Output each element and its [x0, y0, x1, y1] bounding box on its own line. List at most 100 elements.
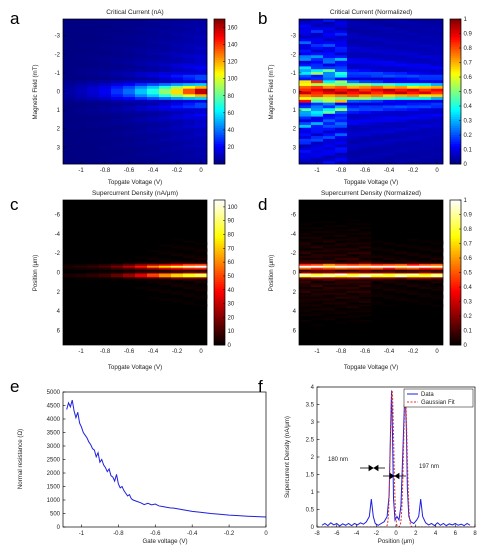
b-cell: [323, 69, 336, 73]
b-colorbar-cell: [450, 116, 461, 120]
d-cell: [335, 238, 348, 241]
ylabel-a: Magnetic Field (mT): [32, 64, 39, 119]
b-cell: [431, 144, 444, 148]
a-cell: [147, 97, 160, 101]
a-cell: [147, 63, 160, 67]
a-colorbar-cell: [214, 75, 225, 79]
b-cell: [371, 58, 384, 62]
a-cell: [171, 150, 184, 154]
d-cell: [311, 221, 324, 224]
c-colorbar-cell: [214, 263, 225, 267]
d-cell: [299, 252, 312, 255]
b-cell: [359, 55, 372, 59]
b-cell: [431, 136, 444, 140]
b-cell: [371, 41, 384, 45]
f-ytick-label: 4: [311, 385, 315, 391]
a-cell: [135, 141, 148, 145]
b-cell: [335, 21, 348, 25]
c-cell: [159, 281, 172, 284]
b-cell: [371, 60, 384, 64]
b-cell: [407, 144, 420, 148]
a-cell: [159, 44, 172, 48]
c-cell: [135, 256, 148, 259]
d-xtick-label: -1: [314, 349, 320, 355]
c-cell: [183, 292, 196, 296]
b-cell: [419, 141, 432, 145]
a-cell: [183, 155, 196, 159]
d-cell: [335, 269, 348, 272]
c-cell: [63, 273, 76, 276]
b-cell: [383, 55, 396, 59]
a-cell: [135, 44, 148, 48]
b-cell: [299, 63, 312, 67]
a-cell: [183, 133, 196, 137]
a-colorbar-cell: [214, 86, 225, 90]
b-cell: [311, 19, 324, 23]
d-cell: [335, 292, 348, 296]
a-cell: [171, 52, 184, 56]
c-cell: [159, 275, 172, 278]
b-cell: [323, 97, 336, 101]
a-cell: [135, 158, 148, 162]
b-cell: [359, 71, 372, 76]
b-cell: [347, 71, 360, 76]
a-cell: [111, 71, 124, 76]
a-xtick-label: -0.2: [172, 168, 183, 174]
a-cell: [99, 144, 112, 148]
a-cell: [99, 46, 112, 50]
b-cell: [395, 105, 408, 109]
a-cell: [147, 66, 160, 70]
d-cell: [371, 273, 384, 276]
d-cell: [311, 269, 324, 272]
b-cell: [311, 99, 324, 103]
b-colorbar-label: 1: [464, 17, 468, 23]
a-cell: [183, 150, 196, 154]
c-cell: [135, 277, 148, 280]
a-cell: [87, 69, 100, 73]
a-cell: [135, 130, 148, 134]
c-colorbar-label: 100: [228, 205, 239, 211]
b-cell: [311, 102, 324, 106]
c-colorbar-label: 50: [228, 274, 235, 280]
b-cell: [347, 77, 360, 81]
a-cell: [63, 158, 76, 162]
d-cell: [299, 259, 312, 263]
b-cell: [347, 99, 360, 103]
b-cell: [407, 49, 420, 53]
b-cell: [371, 69, 384, 73]
a-cell: [195, 63, 208, 67]
b-colorbar-cell: [450, 143, 461, 147]
c-cell: [159, 258, 172, 261]
b-cell: [335, 97, 348, 101]
b-cell: [311, 105, 324, 109]
b-colorbar-label: 0.6: [464, 75, 473, 81]
a-cell: [183, 141, 196, 145]
d-cell: [359, 250, 372, 253]
b-cell: [335, 24, 348, 28]
a-cell: [159, 52, 172, 56]
b-cell: [299, 77, 312, 81]
a-cell: [87, 60, 100, 64]
d-cell: [335, 267, 348, 270]
d-cell: [431, 273, 444, 276]
a-colorbar-cell: [214, 41, 225, 45]
b-cell: [383, 116, 396, 120]
f-ytick-label: 3.5: [306, 403, 315, 409]
d-cell: [407, 263, 420, 267]
d-xtick-label: -0.6: [360, 349, 371, 355]
d-cell: [311, 263, 324, 267]
d-cell: [347, 261, 360, 265]
b-xtick-label: -0.8: [336, 168, 347, 174]
b-cell: [383, 108, 396, 112]
b-cell: [299, 32, 312, 37]
a-cell: [135, 122, 148, 126]
d-cell: [419, 240, 432, 243]
a-cell: [183, 102, 196, 106]
a-cell: [111, 91, 124, 95]
a-colorbar-cell: [214, 120, 225, 124]
b-cell: [395, 85, 408, 90]
a-cell: [195, 105, 208, 109]
a-cell: [171, 152, 184, 156]
f-plot-area: [317, 387, 475, 527]
b-cell: [407, 99, 420, 103]
